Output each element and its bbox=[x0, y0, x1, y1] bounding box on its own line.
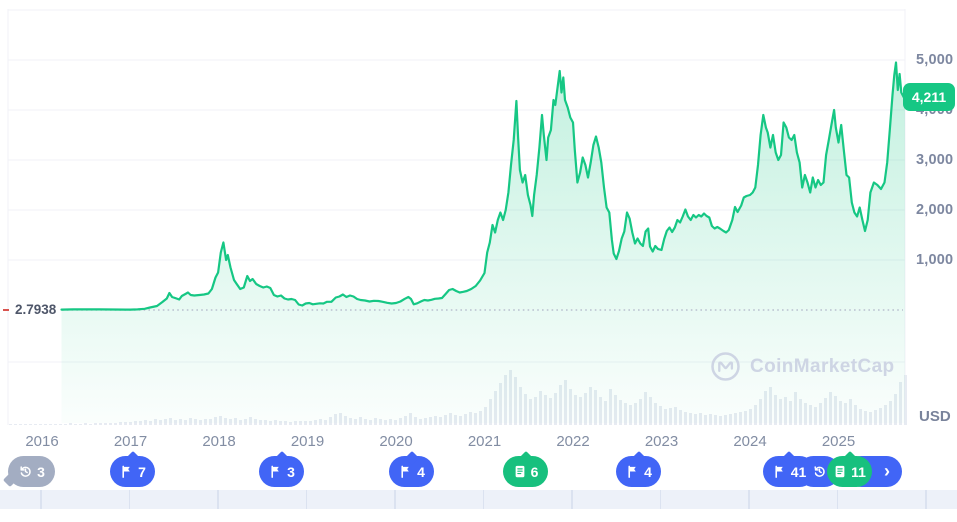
x-axis-label: 2022 bbox=[556, 433, 590, 450]
flag-event-badge[interactable]: 41 bbox=[763, 450, 815, 487]
badge-count: 3 bbox=[287, 463, 295, 480]
badge-count: 7 bbox=[138, 463, 146, 480]
scrubber-year-divider bbox=[925, 490, 927, 509]
price-line bbox=[60, 61, 906, 311]
timeline-scrubber[interactable] bbox=[0, 490, 957, 509]
history-icon bbox=[18, 464, 33, 479]
scrubber-year-divider bbox=[482, 490, 484, 509]
x-axis-label: 2024 bbox=[733, 433, 767, 450]
flag-icon bbox=[625, 464, 640, 479]
price-area-fill bbox=[61, 62, 905, 423]
scrubber-year-divider bbox=[217, 490, 219, 509]
x-axis-label: 2018 bbox=[202, 433, 236, 450]
y-axis-label: 3,000 bbox=[916, 152, 954, 168]
flag-event-badge[interactable]: 3 bbox=[259, 450, 304, 487]
badge-count: 3 bbox=[37, 463, 45, 480]
flag-event-badge[interactable]: 4 bbox=[616, 450, 661, 487]
badge-count: 4 bbox=[644, 463, 652, 480]
flag-icon bbox=[119, 464, 134, 479]
watermark-text: CoinMarketCap bbox=[750, 355, 895, 377]
flag-event-badge[interactable]: 4 bbox=[389, 450, 434, 487]
scrubber-year-divider bbox=[571, 490, 573, 509]
badge-count: 4 bbox=[417, 463, 425, 480]
scrubber-year-divider bbox=[748, 490, 750, 509]
doc-icon bbox=[513, 464, 527, 479]
badge-count: 11 bbox=[851, 463, 866, 480]
doc-event-badge[interactable]: 11 bbox=[827, 450, 872, 487]
current-price-badge: 4,211 bbox=[903, 83, 955, 111]
coinmarketcap-logo-icon bbox=[711, 352, 740, 381]
x-axis-label: 2019 bbox=[290, 433, 325, 450]
doc-event-badge[interactable]: 6 bbox=[503, 450, 548, 487]
chart-canvas[interactable] bbox=[0, 0, 957, 430]
x-axis-label: 2016 bbox=[25, 433, 59, 450]
y-axis-label: 1,000 bbox=[916, 252, 954, 268]
x-axis-label: 2017 bbox=[113, 433, 148, 450]
scrubber-year-divider bbox=[394, 490, 396, 509]
scrubber-year-divider bbox=[659, 490, 661, 509]
scrubber-year-divider bbox=[836, 490, 838, 509]
flag-icon bbox=[772, 464, 787, 479]
currency-axis-label: USD bbox=[919, 408, 951, 425]
badge-tail bbox=[2, 472, 18, 488]
coinmarketcap-watermark: CoinMarketCap bbox=[710, 351, 895, 382]
doc-icon bbox=[833, 464, 847, 479]
scrubber-year-divider bbox=[40, 490, 42, 509]
badge-count: 41 bbox=[790, 463, 807, 480]
history-event-badge[interactable]: 3 bbox=[2, 456, 55, 488]
y-axis-label: 5,000 bbox=[916, 52, 954, 68]
x-axis-label: 2021 bbox=[467, 433, 502, 450]
flag-icon bbox=[398, 464, 413, 479]
badge-count: › bbox=[884, 461, 890, 481]
y-axis-label: 2,000 bbox=[916, 202, 954, 218]
x-axis-label: 2023 bbox=[644, 433, 679, 450]
baseline-price-label: 2.7938 bbox=[12, 302, 60, 317]
x-axis-label: 2025 bbox=[821, 433, 856, 450]
flag-event-badge[interactable]: 7 bbox=[110, 450, 155, 487]
baseline-tick-mark bbox=[3, 309, 9, 311]
x-axis-label: 2020 bbox=[379, 433, 413, 450]
flag-icon bbox=[268, 464, 283, 479]
scrubber-year-divider bbox=[305, 490, 307, 509]
scrubber-year-divider bbox=[128, 490, 130, 509]
badge-count: 6 bbox=[530, 463, 539, 480]
